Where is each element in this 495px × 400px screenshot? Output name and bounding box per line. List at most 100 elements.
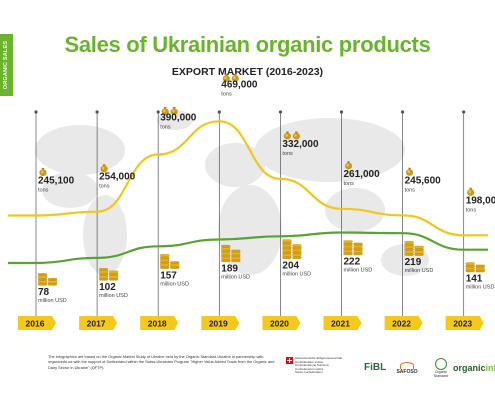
coin — [37, 275, 48, 279]
coin — [292, 246, 302, 250]
map-landmass — [42, 172, 98, 208]
safoso-arc-icon — [400, 362, 414, 369]
tons-value-label: 390,000 — [160, 113, 197, 124]
money-bag-neck — [41, 167, 45, 170]
coin — [98, 268, 109, 271]
coin — [475, 267, 485, 270]
coin — [292, 256, 302, 259]
money-bag-neck — [285, 131, 289, 134]
coin — [98, 270, 109, 274]
coin — [353, 247, 363, 251]
coin — [282, 253, 292, 257]
coin — [98, 277, 109, 281]
year-tag-shape — [445, 316, 484, 330]
coin — [343, 249, 353, 253]
coin — [221, 259, 231, 263]
coin — [282, 256, 292, 259]
tons-value-label: 261,000 — [344, 169, 381, 180]
coin — [108, 272, 119, 276]
coin — [37, 280, 48, 284]
coin — [160, 261, 170, 265]
tons-unit-label: tons — [405, 187, 416, 193]
coin — [404, 248, 414, 251]
coin — [47, 282, 58, 286]
money-bag-shine — [102, 166, 105, 170]
guide-top-dot — [217, 110, 221, 114]
money-bag-shine — [224, 76, 227, 80]
coin — [404, 250, 414, 254]
tons-value-label: 332,000 — [282, 139, 319, 150]
coin — [47, 278, 58, 281]
map-landmass — [255, 118, 405, 182]
coin — [343, 240, 353, 244]
usd-value-label: 102 — [99, 282, 116, 293]
map-landmass — [205, 143, 265, 187]
money-bag-neck — [347, 161, 350, 164]
coin — [465, 264, 475, 268]
money-bag-neck — [408, 167, 412, 170]
usd-unit-label: million USD — [344, 268, 373, 274]
tons-unit-label: tons — [99, 184, 110, 190]
usd-unit-label: million USD — [99, 293, 128, 299]
coin — [475, 264, 485, 268]
coin — [353, 249, 363, 253]
year-tag-label: 2017 — [87, 319, 106, 329]
tons-unit-label: tons — [160, 125, 171, 131]
coin — [160, 263, 170, 267]
guide-top-dot — [462, 110, 466, 114]
coin — [414, 248, 424, 251]
coin — [414, 245, 424, 249]
usd-unit-label: million USD — [221, 275, 250, 281]
usd-unit-label: million USD — [38, 298, 67, 304]
year-tag: 2018 — [140, 316, 179, 330]
usd-value-label: 78 — [38, 287, 50, 298]
year-tag-label: 2022 — [392, 319, 411, 329]
year-tag-label: 2016 — [26, 319, 45, 329]
guide-top-dot — [401, 110, 405, 114]
series-lines — [8, 120, 488, 265]
swiss-flag-icon — [286, 357, 293, 364]
usd-value-label: 204 — [282, 260, 299, 271]
year-tag: 2023 — [445, 316, 484, 330]
usd-unit-label: million USD — [282, 271, 311, 277]
coin — [404, 253, 414, 256]
tons-value-label: 254,000 — [99, 172, 136, 183]
coin — [221, 244, 231, 248]
organicinfo-text-b: info — [485, 363, 495, 373]
coin — [221, 252, 231, 255]
coin — [414, 250, 424, 254]
money-bag-neck — [172, 107, 176, 109]
tons-unit-label: tons — [282, 151, 293, 157]
coin — [353, 252, 363, 256]
usd-unit-label: million USD — [466, 285, 495, 291]
year-tag-label: 2023 — [453, 319, 472, 329]
usd-value-label: 141 — [466, 274, 483, 285]
coin — [282, 248, 292, 252]
fibl-logo: FiBL — [364, 362, 387, 373]
coin — [282, 251, 292, 255]
coin — [282, 241, 292, 245]
guide-top-dot — [156, 110, 160, 114]
coin — [343, 252, 353, 256]
coin — [37, 282, 48, 286]
money-bag-shine — [468, 190, 472, 194]
coin — [465, 262, 475, 266]
coin — [231, 259, 241, 263]
coin — [292, 244, 302, 247]
tons-unit-label: tons — [344, 181, 355, 187]
guide-top-dot — [34, 110, 38, 114]
usd-value-label: 189 — [221, 264, 238, 275]
page-title: Sales of Ukrainian organic products — [64, 32, 431, 57]
money-bag-neck — [224, 73, 228, 76]
coin — [343, 245, 353, 248]
year-tag-shape — [262, 316, 301, 330]
year-tag: 2016 — [18, 316, 56, 330]
